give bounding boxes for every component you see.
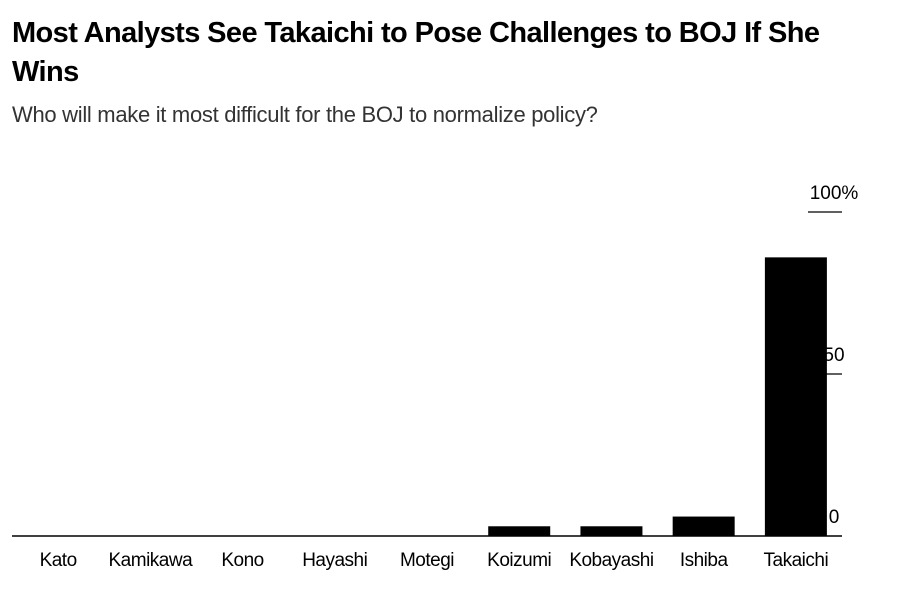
bar bbox=[672, 516, 735, 536]
y-tick-label: 50 bbox=[823, 345, 844, 366]
x-tick-label: Motegi bbox=[400, 550, 454, 571]
y-tick-label: 0 bbox=[829, 507, 840, 528]
x-tick-label: Takaichi bbox=[764, 550, 829, 571]
chart-subtitle: Who will make it most difficult for the … bbox=[12, 102, 598, 127]
x-tick-label: Kato bbox=[40, 550, 77, 571]
x-tick-label: Kono bbox=[221, 550, 263, 571]
x-tick-label: Hayashi bbox=[302, 550, 367, 571]
x-tick-label: Ishiba bbox=[680, 550, 729, 571]
bar bbox=[488, 526, 551, 536]
x-tick-label: Kamikawa bbox=[109, 550, 194, 571]
chart-title: Most Analysts See Takaichi to Pose Chall… bbox=[12, 17, 820, 88]
bar bbox=[764, 257, 827, 536]
x-tick-label: Kobayashi bbox=[569, 550, 653, 571]
x-tick-label: Koizumi bbox=[487, 550, 551, 571]
bar bbox=[580, 526, 643, 536]
y-tick-label: 100% bbox=[810, 183, 859, 204]
